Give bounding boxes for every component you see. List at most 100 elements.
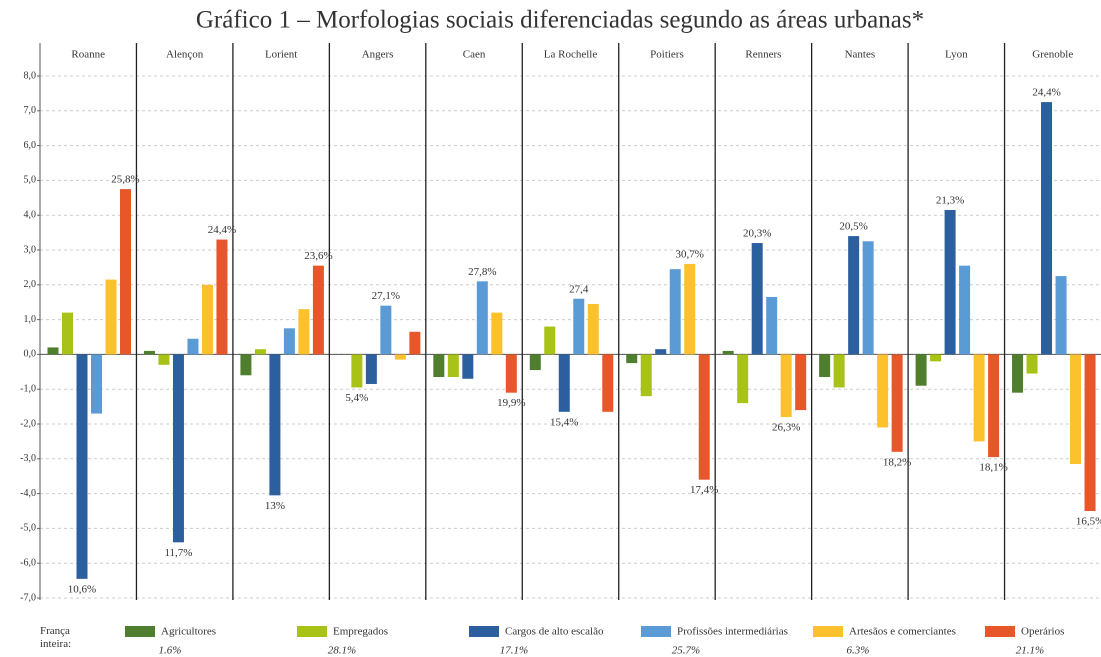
bar xyxy=(529,354,541,371)
bar xyxy=(973,354,985,442)
bar xyxy=(1012,354,1024,393)
bar xyxy=(1026,354,1038,374)
bar xyxy=(698,354,710,480)
bar xyxy=(558,354,570,412)
bar xyxy=(669,269,681,355)
panel-label: Nantes xyxy=(845,49,876,61)
bar xyxy=(640,354,652,397)
legend-label: Profissões intermediárias xyxy=(677,626,788,638)
y-tick-label: -1,0 xyxy=(20,383,36,394)
bar xyxy=(988,354,1000,458)
legend-label: Empregados xyxy=(333,626,388,638)
legend-label: Operários xyxy=(1021,626,1064,638)
bar xyxy=(216,239,228,355)
legend-swatch xyxy=(813,626,843,637)
bar xyxy=(491,312,503,355)
bar xyxy=(254,349,266,355)
y-tick-label: -2,0 xyxy=(20,418,36,429)
bar xyxy=(877,354,889,428)
legend-swatch xyxy=(469,626,499,637)
y-tick-label: 4,0 xyxy=(24,209,37,220)
bar xyxy=(891,354,903,452)
bar xyxy=(795,354,807,411)
bar xyxy=(751,243,763,355)
bar xyxy=(1055,276,1067,355)
panel-label: Poitiers xyxy=(650,49,684,61)
bar xyxy=(1041,102,1053,355)
bar xyxy=(187,338,199,355)
annotation: 24,4% xyxy=(208,224,236,236)
legend-title: França inteira: xyxy=(40,625,72,650)
annotation: 26,3% xyxy=(772,422,800,434)
y-tick-label: 1,0 xyxy=(24,314,37,325)
bar xyxy=(602,354,614,412)
annotation: 13% xyxy=(265,500,285,512)
bar xyxy=(447,354,459,378)
chart-title: Gráfico 1 – Morfologias sociais diferenc… xyxy=(196,7,924,34)
bar xyxy=(283,328,295,355)
bar xyxy=(269,354,281,496)
bar xyxy=(240,354,252,376)
bar xyxy=(105,279,117,355)
bar xyxy=(298,309,310,355)
panel-label: Roanne xyxy=(71,49,105,61)
bar xyxy=(930,354,942,362)
annotation: 18,2% xyxy=(883,456,911,468)
bar xyxy=(684,263,696,355)
legend-share: 28.1% xyxy=(328,645,356,657)
y-tick-label: -5,0 xyxy=(20,523,36,534)
annotation: 15,4% xyxy=(550,416,578,428)
panel-label: Lorient xyxy=(265,49,297,61)
annotation: 27,1% xyxy=(372,290,400,302)
bar xyxy=(409,331,421,355)
bar xyxy=(722,350,734,355)
annotation: 30,7% xyxy=(676,248,704,260)
bar xyxy=(120,189,131,355)
bar xyxy=(351,354,363,388)
bar xyxy=(365,354,377,384)
annotation: 24,4% xyxy=(1032,87,1060,99)
y-tick-label: -6,0 xyxy=(20,557,36,568)
bar xyxy=(944,209,956,355)
y-tick-label: 2,0 xyxy=(24,279,37,290)
panel-label: Angers xyxy=(362,49,394,61)
annotation: 19,9% xyxy=(497,397,525,409)
bar xyxy=(62,312,73,355)
legend-swatch xyxy=(985,626,1015,637)
bar xyxy=(462,354,474,379)
bar xyxy=(172,354,184,543)
bar xyxy=(1070,354,1082,465)
y-tick-label: -3,0 xyxy=(20,453,36,464)
bar xyxy=(476,281,488,355)
panel-label: Caen xyxy=(463,49,486,61)
bar xyxy=(655,349,667,355)
legend-swatch xyxy=(297,626,327,637)
bar xyxy=(833,354,845,388)
bar xyxy=(848,236,860,355)
annotation: 27,8% xyxy=(468,266,496,278)
legend-share: 17.1% xyxy=(500,645,528,657)
panel-label: La Rochelle xyxy=(544,49,598,61)
bar xyxy=(587,303,599,355)
y-tick-label: 8,0 xyxy=(24,70,37,81)
bar xyxy=(1084,354,1096,511)
bar xyxy=(380,305,392,355)
bar xyxy=(780,354,792,418)
bar xyxy=(819,354,831,378)
annotation: 20,5% xyxy=(839,221,867,233)
bar xyxy=(766,296,778,355)
bar xyxy=(626,354,638,364)
legend-share: 1.6% xyxy=(159,645,182,657)
y-tick-label: 0,0 xyxy=(24,349,37,360)
y-tick-label: 7,0 xyxy=(24,105,37,116)
annotation: 11,7% xyxy=(164,547,192,559)
bar xyxy=(47,347,59,355)
annotation: 10,6% xyxy=(68,583,96,595)
annotation: 18,1% xyxy=(979,462,1007,474)
bar xyxy=(915,354,927,386)
annotation: 27,4 xyxy=(569,283,589,295)
bar xyxy=(91,354,102,414)
bar xyxy=(433,354,445,378)
legend-label: Artesãos e comerciantes xyxy=(849,626,956,638)
